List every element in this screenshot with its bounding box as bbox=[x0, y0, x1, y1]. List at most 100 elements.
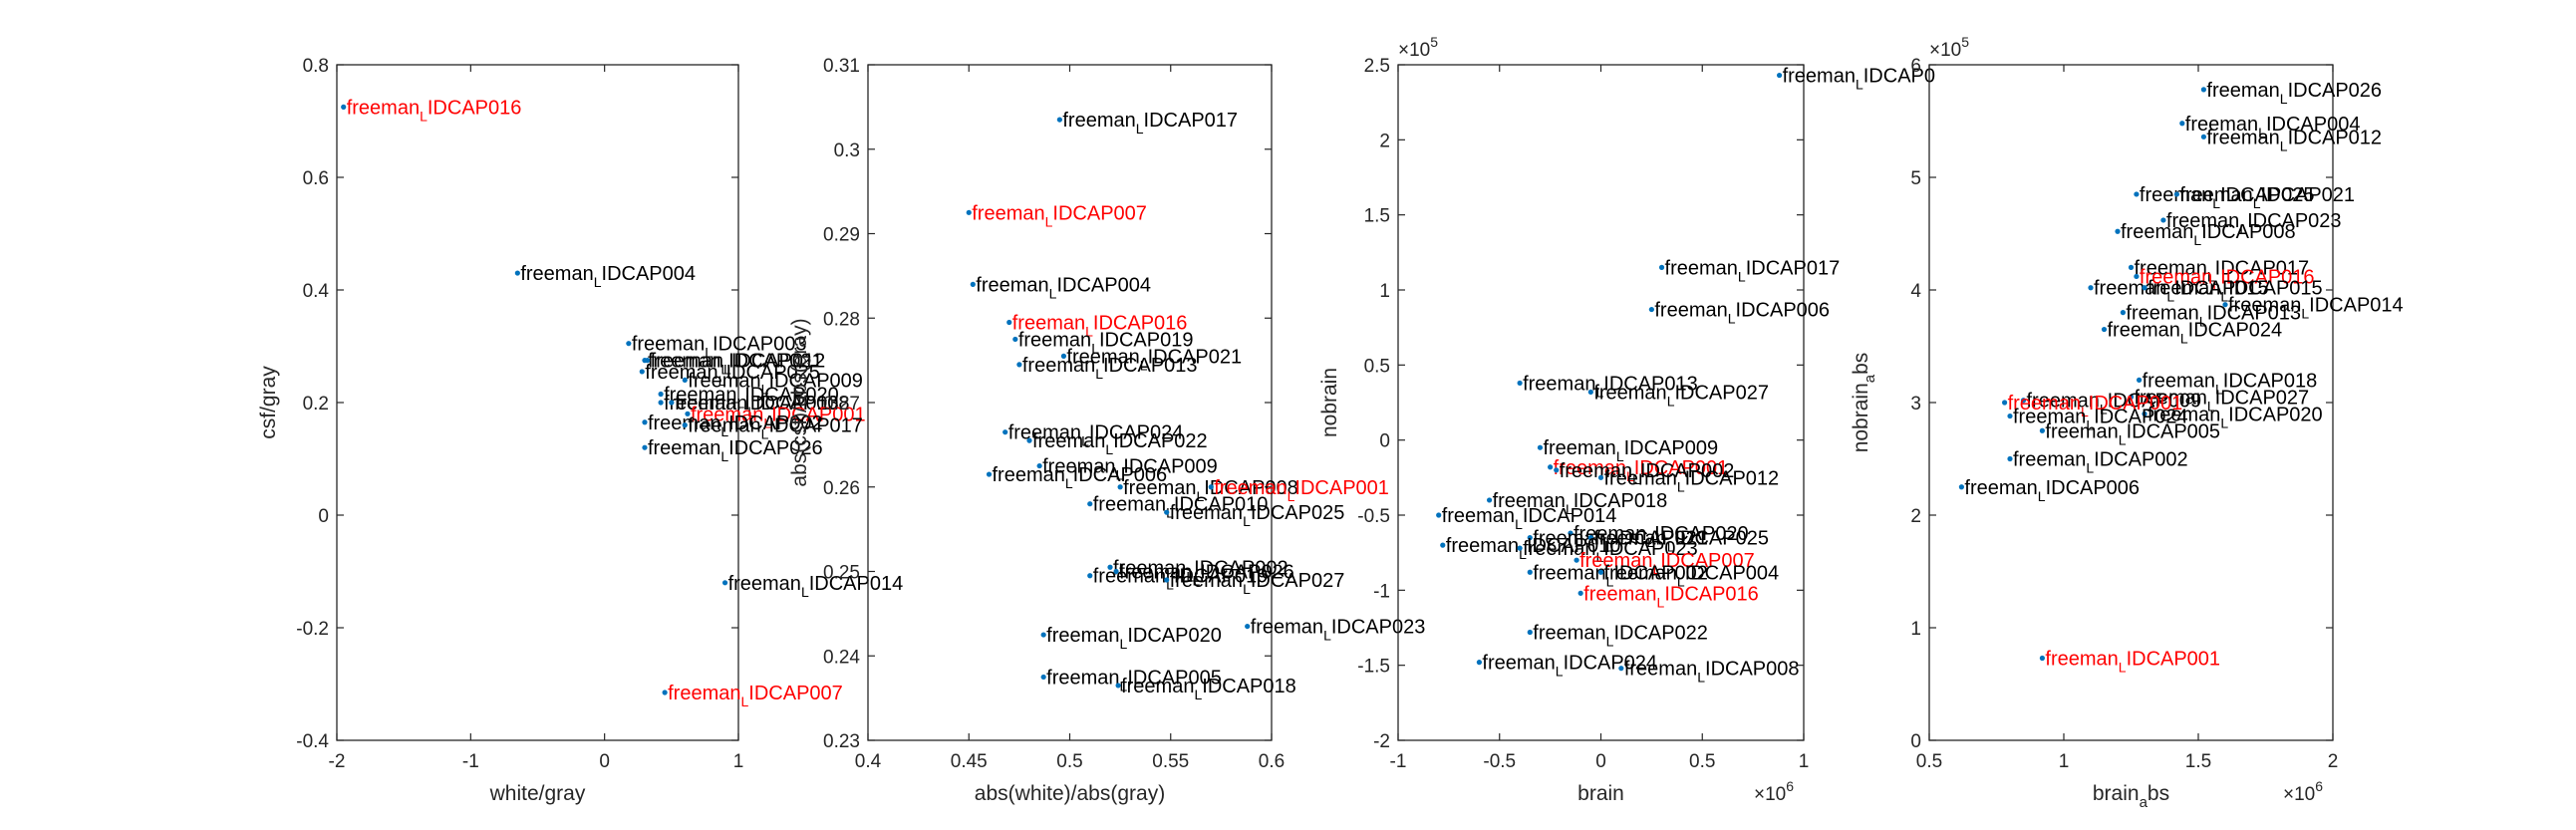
point-label: freemanLIDCAP027 bbox=[2135, 387, 2310, 414]
data-point bbox=[645, 358, 651, 364]
point-label: freemanLIDCAP023 bbox=[1523, 538, 1698, 565]
point-label: freemanLIDCAP003 bbox=[632, 334, 807, 361]
data-point bbox=[2134, 191, 2140, 197]
x-axis-label: brain bbox=[1577, 782, 1624, 805]
y-tick-label: 0.28 bbox=[823, 309, 860, 330]
data-point bbox=[1056, 117, 1062, 123]
scatter-panel-4: 0.5 1 1.5 2 0 1 2 3 4 5 6 ×105 ×106 brainabs nobrainab… bbox=[1850, 34, 2404, 811]
data-point bbox=[2039, 655, 2045, 662]
data-point bbox=[1476, 660, 1482, 666]
x-tick-label: 0.4 bbox=[855, 751, 882, 772]
point-label: freemanLIDCAP025 bbox=[645, 362, 820, 389]
point-label: freemanLIDCAP016 bbox=[2140, 266, 2315, 293]
x-tick-label: -1 bbox=[462, 751, 479, 772]
data-point bbox=[2002, 400, 2008, 406]
data-point bbox=[682, 377, 688, 383]
data-point bbox=[1164, 509, 1170, 515]
point-label: freemanLIDCAP014 bbox=[728, 573, 904, 600]
x-tick-label: 0.55 bbox=[1152, 751, 1189, 772]
x-tick-label: 0.45 bbox=[951, 751, 988, 772]
point-label: freemanLIDCAP008 bbox=[1624, 659, 1800, 686]
point-label: freemanLIDCAP026 bbox=[648, 437, 823, 464]
y-tick-label: 2 bbox=[1379, 131, 1390, 151]
point-label: freemanLIDCAP016 bbox=[1012, 312, 1188, 339]
point-label: freemanLIDCAP008 bbox=[2121, 221, 2296, 248]
point-label: freemanLIDCAP026 bbox=[2206, 80, 2382, 107]
y-tick-label: 0.26 bbox=[823, 478, 860, 499]
x-tick-label: -2 bbox=[329, 751, 346, 772]
data-point bbox=[2137, 377, 2143, 383]
y-tick-label: 0.4 bbox=[303, 281, 330, 302]
point-label: freemanLIDCAP004 bbox=[976, 274, 1151, 301]
data-point bbox=[1440, 542, 1446, 548]
y-tick-label: 5 bbox=[1910, 168, 1921, 189]
data-point bbox=[1486, 497, 1493, 503]
data-point bbox=[682, 422, 688, 428]
point-label: freemanLIDCAP002 bbox=[1533, 562, 1708, 589]
point-label: freemanLIDCAP021 bbox=[1533, 528, 1708, 555]
scatter-panel-3: -1 -0.5 0 0.5 1 -2 -1.5 -1 -0.5 0 0.5 1 1.5 2 2.5 ×105 ×… bbox=[1318, 34, 1935, 805]
point-label: freemanLIDCAP013 bbox=[2126, 303, 2301, 330]
data-point bbox=[1517, 380, 1523, 387]
point-label: freemanLIDCAP008 bbox=[675, 393, 850, 419]
data-point bbox=[1587, 389, 1593, 396]
data-point bbox=[986, 471, 993, 477]
data-point bbox=[642, 444, 648, 450]
x-tick-label: 0 bbox=[1595, 751, 1606, 772]
x-tick-label: 0.5 bbox=[1689, 751, 1715, 772]
y-tick-label: 0.25 bbox=[823, 563, 860, 584]
data-point bbox=[658, 400, 664, 406]
data-point bbox=[1568, 530, 1574, 536]
point-label: freemanLIDCAP024 bbox=[1482, 653, 1657, 680]
data-point bbox=[1587, 535, 1593, 541]
y-tick-label: 0 bbox=[318, 506, 329, 527]
point-label: freemanLIDCAP020 bbox=[1046, 625, 1222, 652]
data-point bbox=[966, 209, 972, 215]
data-point bbox=[1087, 501, 1093, 507]
point-label: freemanLIDCAP001 bbox=[2008, 393, 2183, 419]
data-point bbox=[2142, 285, 2147, 291]
point-label: freemanLIDCAP009 bbox=[688, 370, 863, 397]
point-label: freemanLIDCAP018 bbox=[2143, 370, 2318, 397]
y-tick-label: 4 bbox=[1910, 281, 1921, 302]
point-label: freemanLIDCAP027 bbox=[1593, 382, 1769, 409]
y-tick-label: 0.24 bbox=[823, 647, 860, 668]
point-label: freemanLIDCAP009 bbox=[1543, 437, 1718, 464]
y-tick-label: 6 bbox=[1910, 56, 1921, 77]
data-point bbox=[2120, 310, 2126, 316]
data-point bbox=[1574, 557, 1579, 563]
point-label: freemanLIDCAP001 bbox=[1214, 477, 1389, 504]
data-point bbox=[1208, 484, 1214, 490]
data-point bbox=[2222, 302, 2228, 308]
point-label: freemanLIDCAP021 bbox=[2179, 184, 2355, 211]
x-axis-label: white/gray bbox=[489, 782, 586, 805]
y-tick-label: 1.5 bbox=[1364, 206, 1390, 227]
point-label: freemanLIDCAP001 bbox=[691, 404, 866, 430]
point-label: freemanLIDCAP015 bbox=[2094, 278, 2269, 305]
data-point bbox=[2007, 413, 2013, 419]
data-point bbox=[1115, 683, 1121, 689]
y-tick-label: 1 bbox=[1379, 281, 1390, 302]
data-point bbox=[1006, 319, 1012, 326]
point-label: freemanLIDCAP004 bbox=[2185, 114, 2361, 140]
x-tick-label: 2 bbox=[2328, 751, 2339, 772]
y-tick-label: 2 bbox=[1910, 506, 1921, 527]
x-tick-label: -1 bbox=[1390, 751, 1407, 772]
data-point bbox=[2200, 87, 2206, 93]
point-label: freemanLIDCAP005 bbox=[2045, 420, 2220, 447]
point-label: freemanLIDCAP006 bbox=[1654, 300, 1830, 327]
point-label: freemanLIDCAP004 bbox=[1604, 562, 1780, 589]
y-tick-label: 1 bbox=[1910, 619, 1921, 640]
point-label: freemanLIDCAP024 bbox=[2013, 407, 2188, 433]
data-point bbox=[685, 411, 691, 416]
x-tick-label: 0.5 bbox=[1056, 751, 1082, 772]
point-label: freemanLIDCAP008 bbox=[1123, 477, 1298, 504]
point-label: freemanLIDCAP018 bbox=[1121, 676, 1296, 702]
data-point bbox=[2115, 228, 2121, 234]
point-label: freemanLIDCAP019 bbox=[1093, 566, 1269, 593]
point-label: freemanLIDCAP027 bbox=[1170, 570, 1345, 597]
point-label: freemanLIDCAP007 bbox=[1579, 550, 1755, 577]
y-tick-label: 0.8 bbox=[303, 56, 329, 77]
data-point bbox=[1577, 590, 1583, 596]
